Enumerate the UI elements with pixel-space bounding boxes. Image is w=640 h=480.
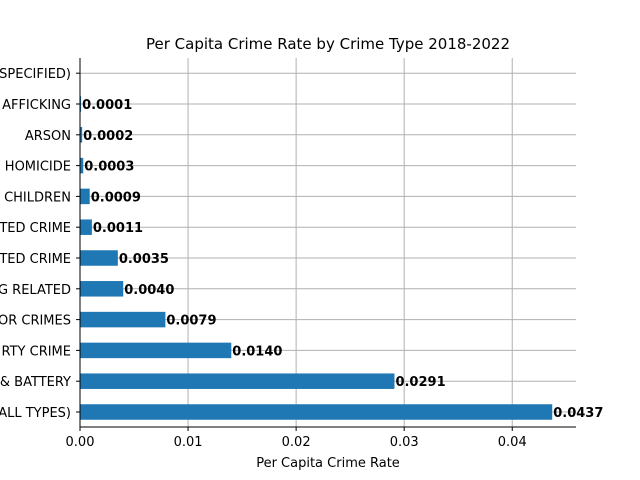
data-label-0: 0.0437 <box>553 406 603 421</box>
bars <box>80 96 553 420</box>
y-tick-label-10: AFFICKING <box>2 98 71 113</box>
bar-5 <box>80 250 118 266</box>
data-label-2: 0.0140 <box>232 344 282 359</box>
y-tick-label-0: (ALL TYPES) <box>0 406 71 421</box>
y-tick-labels: (ALL TYPES) & BATTERY RTY CRIME OR CRIMES G … <box>0 67 71 421</box>
x-tick-label-4: 0.04 <box>498 435 527 450</box>
grid-lines <box>79 58 576 427</box>
bar-9 <box>80 127 83 143</box>
data-label-7: 0.0009 <box>91 190 141 205</box>
bar-3 <box>80 311 166 328</box>
y-tick-label-8: HOMICIDE <box>5 160 71 175</box>
y-tick-label-2: RTY CRIME <box>2 344 71 359</box>
x-tick-label-2: 0.02 <box>282 435 311 450</box>
y-tick-label-11: SPECIFIED) <box>0 67 71 82</box>
x-tick-labels: 0.00 0.01 0.02 0.03 0.04 <box>66 435 527 450</box>
y-tick-label-6: TED CRIME <box>0 221 71 236</box>
bar-7 <box>80 188 90 205</box>
y-tick-label-1: & BATTERY <box>0 375 71 390</box>
bar-4 <box>80 281 124 297</box>
y-tick-label-9: ARSON <box>25 129 71 144</box>
bar-1 <box>80 373 395 389</box>
data-label-1: 0.0291 <box>395 375 445 390</box>
bar-6 <box>80 219 92 235</box>
chart-title: Per Capita Crime Rate by Crime Type 2018… <box>146 35 510 53</box>
data-label-8: 0.0003 <box>84 160 134 175</box>
data-label-5: 0.0035 <box>119 252 169 267</box>
y-tick-label-7: CHILDREN <box>4 190 71 205</box>
axes <box>76 58 576 431</box>
x-tick-label-1: 0.01 <box>174 435 203 450</box>
data-label-10: 0.0001 <box>82 98 132 113</box>
y-tick-label-4: G RELATED <box>0 283 71 298</box>
data-label-9: 0.0002 <box>83 129 133 144</box>
data-labels: 0.0437 0.0291 0.0140 0.0079 0.0040 0.0035 0.00… <box>82 98 603 421</box>
x-tick-label-0: 0.00 <box>66 435 95 450</box>
x-axis-label: Per Capita Crime Rate <box>256 456 400 471</box>
bar-10 <box>80 96 82 112</box>
bar-8 <box>80 157 84 174</box>
y-tick-label-5: TED CRIME <box>0 252 71 267</box>
y-tick-label-3: OR CRIMES <box>0 314 71 329</box>
data-label-4: 0.0040 <box>124 283 174 298</box>
data-label-6: 0.0011 <box>93 221 143 236</box>
x-tick-label-3: 0.03 <box>390 435 419 450</box>
bar-2 <box>80 342 232 359</box>
data-label-3: 0.0079 <box>166 314 216 329</box>
bar-0 <box>80 404 553 420</box>
